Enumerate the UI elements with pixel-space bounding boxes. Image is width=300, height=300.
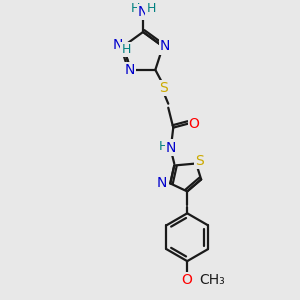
Text: CH₃: CH₃ xyxy=(199,273,225,287)
Text: N: N xyxy=(138,5,148,19)
Text: N: N xyxy=(113,38,123,52)
Text: N: N xyxy=(157,176,167,190)
Text: H: H xyxy=(159,140,168,153)
Text: O: O xyxy=(181,273,192,287)
Text: H: H xyxy=(122,43,131,56)
Text: S: S xyxy=(195,154,203,167)
Text: O: O xyxy=(189,117,200,130)
Text: H: H xyxy=(130,2,140,15)
Text: S: S xyxy=(159,81,168,95)
Text: H: H xyxy=(146,2,156,15)
Text: N: N xyxy=(160,40,170,53)
Text: N: N xyxy=(124,63,135,77)
Text: N: N xyxy=(166,141,176,154)
